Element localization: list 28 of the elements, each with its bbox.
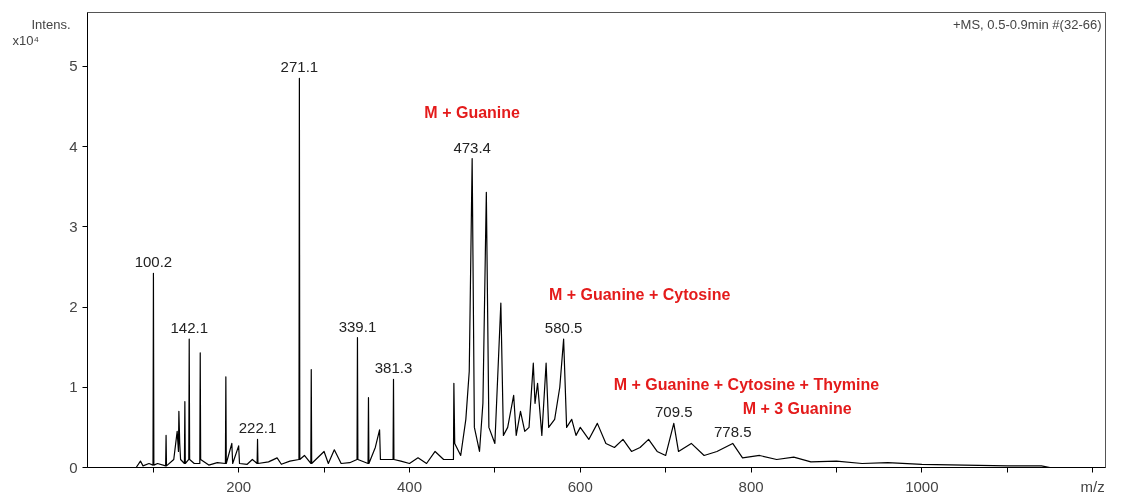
annotation: 580.5	[544, 319, 583, 337]
annotation: 142.1	[170, 319, 208, 337]
annotation: M + Guanine	[424, 103, 521, 121]
annotation: M + Guanine + Cytosine	[548, 286, 731, 304]
x-tick-label: 200	[226, 477, 252, 495]
y-axis-title: Intens. x10⁴	[12, 16, 71, 48]
annotation: 271.1	[280, 58, 319, 76]
annotation: 339.1	[338, 317, 377, 335]
annotation: 100.2	[134, 253, 173, 271]
y-tick-label: 1	[69, 378, 78, 396]
y-tick-label: 4	[69, 137, 78, 155]
annotation: 473.4	[453, 138, 491, 156]
x-tick-label: 800	[738, 477, 764, 495]
annotation: 222.1	[238, 419, 277, 437]
x-tick-label: 600	[567, 477, 593, 495]
x-axis-title: m/z	[1080, 477, 1105, 495]
x-tick-label: 1000	[905, 477, 939, 495]
annotation: 778.5	[713, 423, 752, 441]
annotation: 381.3	[374, 359, 413, 377]
y-tick-label: 0	[69, 458, 78, 476]
annotation: 709.5	[655, 403, 693, 421]
annotation: M + 3 Guanine	[742, 400, 852, 418]
annotation: +MS, 0.5-0.9min #(32-66)	[953, 16, 1102, 32]
x-tick-label: 400	[396, 477, 422, 495]
y-tick-label: 3	[69, 217, 78, 235]
annotation: M + Guanine + Cytosine + Thymine	[613, 376, 880, 394]
y-tick-label: 5	[69, 57, 78, 75]
y-tick-label: 2	[69, 298, 78, 316]
